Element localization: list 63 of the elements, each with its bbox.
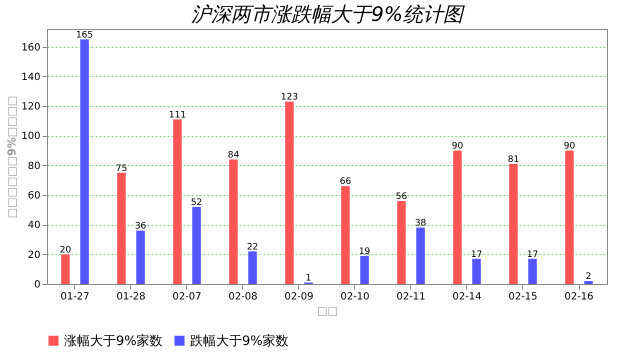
y-tick-label: 0 <box>34 280 40 290</box>
data-label: 2 <box>586 272 592 282</box>
data-label: 165 <box>76 30 94 40</box>
bar <box>360 256 369 284</box>
bar <box>117 172 126 284</box>
y-tick-label: 100 <box>21 131 40 142</box>
bar <box>509 164 518 284</box>
bar <box>61 254 70 284</box>
y-tick-label: 60 <box>28 190 40 202</box>
data-label: 84 <box>228 150 240 160</box>
chart-title: 沪深两市涨跌幅大于9%统计图 <box>191 2 465 26</box>
y-tick-label: 80 <box>28 160 40 172</box>
bar <box>565 150 574 284</box>
data-label: 20 <box>60 245 72 256</box>
bar <box>341 186 350 284</box>
data-label: 36 <box>134 222 147 232</box>
y-tick-label: 140 <box>21 72 40 83</box>
bar <box>248 251 257 284</box>
x-tick-label: 02-09 <box>284 292 314 302</box>
x-tick-label: 02-14 <box>452 292 482 302</box>
x-tick-label: 02-15 <box>508 292 538 302</box>
data-label: 22 <box>246 242 258 252</box>
x-tick-label: 02-10 <box>340 292 370 302</box>
bar <box>192 206 201 284</box>
bar <box>584 281 593 284</box>
legend-label: 跌幅大于9%家数 <box>190 332 289 349</box>
x-tick-label: 01-28 <box>116 292 146 302</box>
bar <box>136 230 145 284</box>
y-axis-title: □□□□□□9%□□□□ <box>5 96 18 218</box>
data-label: 1 <box>306 274 312 284</box>
data-label: 19 <box>358 246 371 257</box>
x-tick-label: 02-16 <box>564 292 594 302</box>
x-tick-label: 02-07 <box>172 292 202 302</box>
data-label: 66 <box>340 177 352 188</box>
data-label: 81 <box>508 154 520 165</box>
bar <box>80 39 89 284</box>
x-tick-label: 02-08 <box>228 292 258 302</box>
data-label: 56 <box>396 192 408 202</box>
y-tick-label: 160 <box>21 42 40 54</box>
legend-label: 涨幅大于9%家数 <box>64 332 163 349</box>
bar <box>472 258 481 284</box>
x-tick-label: 02-11 <box>396 292 426 302</box>
data-label: 75 <box>116 164 128 174</box>
data-label: 90 <box>564 142 576 152</box>
bar <box>229 159 238 284</box>
x-tick-label: 01-27 <box>60 292 90 302</box>
y-tick-label: 20 <box>28 250 40 261</box>
bar <box>173 119 182 284</box>
data-label: 17 <box>526 250 538 260</box>
data-label: 111 <box>168 110 186 120</box>
data-label: 38 <box>414 218 427 229</box>
bar <box>453 150 462 284</box>
y-tick-label: 40 <box>28 220 40 232</box>
data-label: 52 <box>190 198 202 208</box>
data-label: 17 <box>470 250 482 260</box>
y-tick-label: 120 <box>21 102 40 113</box>
x-axis-title: □□ <box>317 304 338 318</box>
data-label: 90 <box>452 142 464 152</box>
bar <box>285 102 294 284</box>
bar <box>528 258 537 284</box>
bar <box>416 228 425 284</box>
bar <box>397 200 406 284</box>
data-label: 123 <box>280 92 298 103</box>
